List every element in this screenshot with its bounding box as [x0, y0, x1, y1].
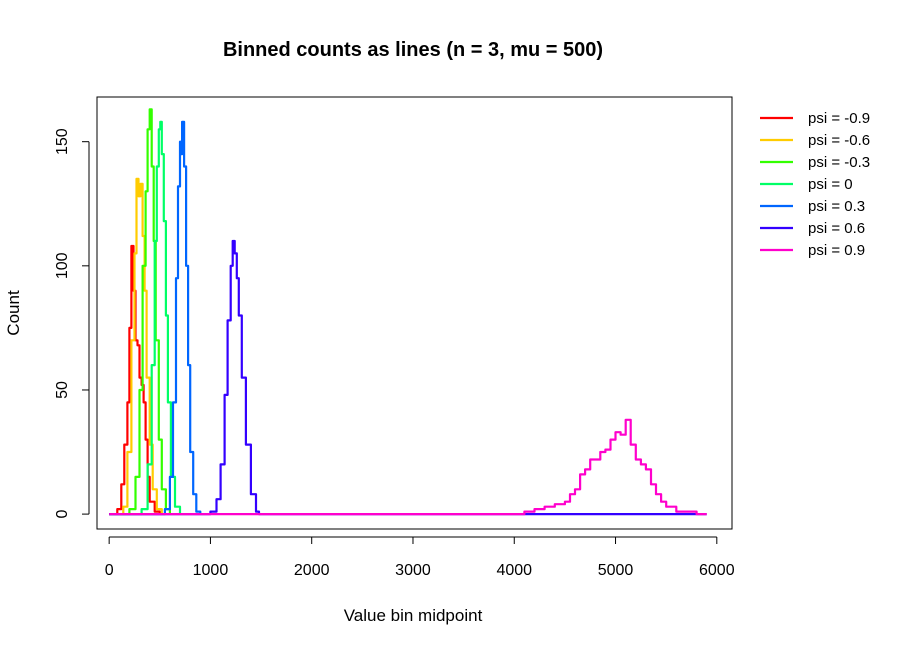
legend-label: psi = 0.3: [808, 198, 865, 215]
y-tick-label: 150: [54, 128, 71, 155]
x-tick-label: 1000: [193, 562, 229, 579]
series-line-3: [109, 120, 182, 516]
legend-label: psi = -0.3: [808, 154, 870, 171]
series-line-2: [109, 108, 171, 516]
legend: psi = -0.9 psi = -0.6 psi = -0.3 psi = 0 psi…: [760, 110, 870, 259]
x-axis: 0 1000 2000 3000 4000 5000 6000: [105, 536, 735, 579]
x-tick-label: 0: [105, 562, 114, 579]
x-tick-label: 5000: [598, 562, 634, 579]
legend-label: psi = 0.6: [808, 220, 865, 237]
x-tick-label: 2000: [294, 562, 330, 579]
plot-frame: [96, 96, 733, 530]
legend-label: psi = -0.9: [808, 110, 870, 127]
series-lines: [109, 108, 707, 516]
y-tick-label: 100: [54, 252, 71, 279]
y-tick-label: 0: [54, 510, 71, 519]
series-line-5: [109, 239, 707, 516]
chart-title: Binned counts as lines (n = 3, mu = 500): [223, 39, 603, 61]
y-axis-label: Count: [4, 290, 23, 336]
legend-label: psi = -0.6: [808, 132, 870, 149]
y-tick-label: 50: [54, 381, 71, 399]
legend-label: psi = 0: [808, 176, 853, 193]
series-line-4: [109, 120, 202, 516]
series-line-6: [109, 418, 707, 516]
x-axis-label: Value bin midpoint: [344, 606, 483, 625]
y-axis: 0 50 100 150: [54, 128, 90, 519]
legend-label: psi = 0.9: [808, 242, 865, 259]
x-tick-label: 6000: [699, 562, 735, 579]
x-tick-label: 3000: [395, 562, 431, 579]
x-tick-label: 4000: [496, 562, 532, 579]
